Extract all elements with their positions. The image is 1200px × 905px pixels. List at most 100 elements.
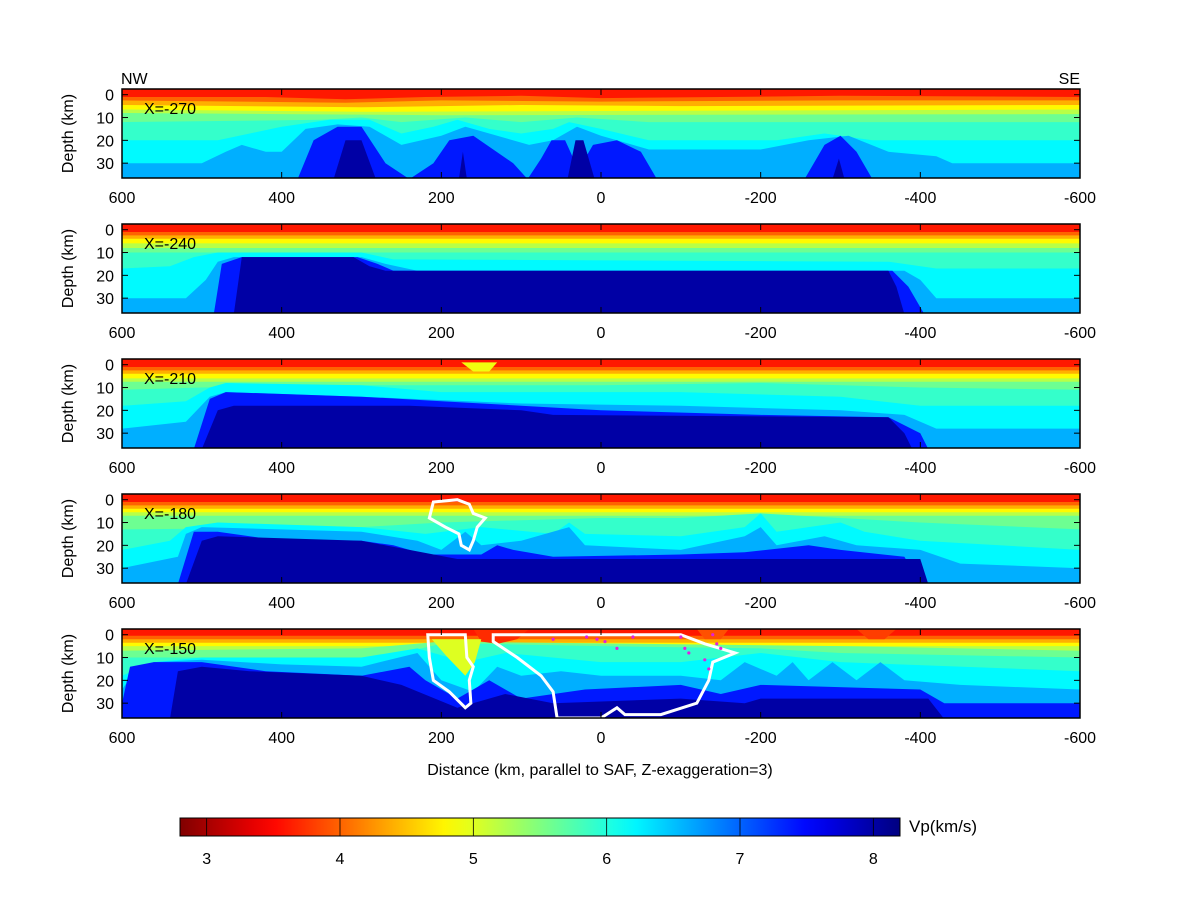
y-tick-label: 30: [96, 291, 114, 308]
colorbar: 3 4 5 6 7 8: [179, 817, 901, 868]
x-tick-label: 200: [428, 595, 455, 612]
colorbar-tick-label: 5: [469, 851, 478, 868]
x-tick-label: -200: [745, 325, 777, 342]
event-point: [711, 633, 715, 637]
event-point: [719, 646, 723, 650]
x-tick-label: 0: [597, 730, 606, 747]
y-tick-label: 10: [96, 651, 114, 668]
y-axis-label: Depth (km): [60, 499, 77, 578]
x-tick-label: 0: [597, 595, 606, 612]
panel-label: X=-180: [144, 506, 196, 523]
se-label: SE: [1059, 71, 1080, 88]
event-point: [683, 646, 687, 650]
y-axis-label: Depth (km): [60, 364, 77, 443]
x-tick-label: -600: [1064, 460, 1096, 477]
event-point: [603, 639, 607, 644]
x-tick-label: 400: [268, 325, 295, 342]
panel-label: X=-240: [144, 236, 196, 253]
event-point: [679, 635, 683, 639]
panel-2: 600 400 200 0 -200 -400 -600 0 10 20 30 Depth (km) X…: [60, 358, 1096, 477]
x-tick-label: -200: [745, 730, 777, 747]
y-tick-label: 10: [96, 111, 114, 128]
event-point: [687, 651, 691, 655]
y-tick-label: 30: [96, 156, 114, 173]
x-tick-label: 200: [428, 325, 455, 342]
x-tick-label: -400: [904, 325, 936, 342]
x-tick-label: 0: [597, 460, 606, 477]
y-tick-label: 0: [105, 493, 114, 510]
y-tick-label: 20: [96, 268, 114, 285]
panel-0: 600 400 200 0 -200 -400 -600 0 10 20 30 Depth (km) X…: [60, 88, 1096, 207]
x-tick-label: 600: [109, 730, 136, 747]
x-tick-label: -600: [1064, 325, 1096, 342]
x-tick-label: -200: [745, 595, 777, 612]
event-point: [595, 637, 599, 641]
y-tick-label: 20: [96, 403, 114, 420]
colorbar-tick-label: 6: [602, 851, 611, 868]
panel-4: 600 400 200 0 -200 -400 -600 0 10 20 30 Depth (km) X…: [60, 628, 1096, 747]
x-tick-label: 200: [428, 190, 455, 207]
panel-label: X=-270: [144, 101, 196, 118]
y-axis-label: Depth (km): [60, 94, 77, 173]
x-tick-label: 200: [428, 730, 455, 747]
y-tick-label: 10: [96, 381, 114, 398]
x-tick-label: 0: [597, 325, 606, 342]
event-point: [703, 658, 707, 662]
velocity-anomaly-patch: [473, 629, 530, 644]
panel-label: X=-210: [144, 371, 196, 388]
x-tick-label: -400: [904, 730, 936, 747]
contour-band: [170, 666, 944, 718]
x-tick-label: 600: [109, 460, 136, 477]
contour-band: [333, 140, 845, 178]
colorbar-tick-label: 8: [869, 851, 878, 868]
x-tick-label: 400: [268, 190, 295, 207]
x-tick-label: 400: [268, 460, 295, 477]
panel-1: 600 400 200 0 -200 -400 -600 0 10 20 30 Depth (km) X…: [60, 223, 1096, 342]
y-tick-label: 30: [96, 426, 114, 443]
x-tick-label: -200: [745, 190, 777, 207]
event-point: [715, 642, 719, 646]
x-tick-label: 600: [109, 325, 136, 342]
y-tick-label: 30: [96, 561, 114, 578]
y-tick-label: 20: [96, 673, 114, 690]
y-axis-label: Depth (km): [60, 229, 77, 308]
velocity-anomaly-patch: [461, 362, 498, 372]
colorbar-tick-label: 3: [202, 851, 211, 868]
colorbar-label: Vp(km/s): [909, 817, 977, 836]
white-outline-region: [427, 498, 488, 553]
colorbar-gradient: [179, 817, 901, 837]
y-tick-label: 0: [105, 358, 114, 375]
nw-label: NW: [121, 71, 149, 88]
velocity-anomaly-patch: [431, 639, 482, 676]
event-point: [615, 646, 619, 650]
x-tick-label: -600: [1064, 595, 1096, 612]
event-point: [707, 667, 711, 671]
y-tick-label: 0: [105, 628, 114, 645]
contour-band: [233, 257, 905, 313]
white-outline-region: [491, 633, 740, 718]
panel-label: X=-150: [144, 641, 196, 658]
x-tick-label: -400: [904, 190, 936, 207]
contour-band: [298, 126, 872, 178]
y-tick-label: 10: [96, 246, 114, 263]
x-tick-label: 600: [109, 595, 136, 612]
event-point: [585, 635, 589, 639]
x-tick-label: -400: [904, 460, 936, 477]
x-tick-label: 400: [268, 595, 295, 612]
x-tick-label: 200: [428, 460, 455, 477]
x-tick-label: -200: [745, 460, 777, 477]
x-tick-label: 400: [268, 730, 295, 747]
x-tick-label: -600: [1064, 730, 1096, 747]
y-tick-label: 0: [105, 88, 114, 105]
y-tick-label: 20: [96, 538, 114, 555]
x-tick-label: -600: [1064, 190, 1096, 207]
colorbar-tick-label: 4: [336, 851, 345, 868]
event-point: [631, 635, 635, 639]
contour-band: [202, 405, 912, 448]
y-tick-label: 10: [96, 516, 114, 533]
y-axis-label: Depth (km): [60, 634, 77, 713]
x-tick-label: 0: [597, 190, 606, 207]
y-tick-label: 0: [105, 223, 114, 240]
event-point: [551, 637, 555, 641]
